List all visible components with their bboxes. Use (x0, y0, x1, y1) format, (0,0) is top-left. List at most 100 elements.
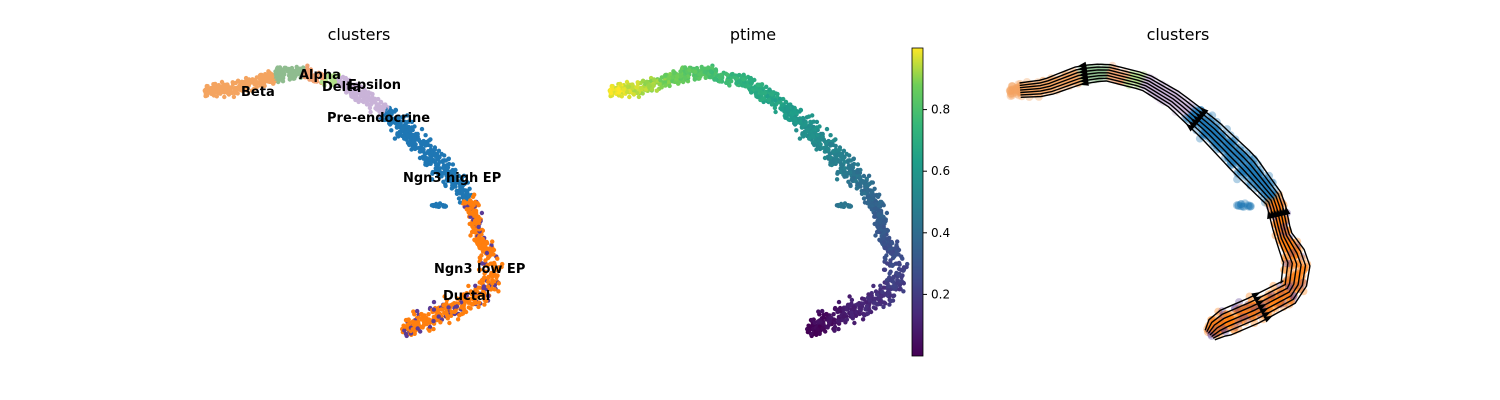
cell-point-ptime (683, 75, 688, 80)
cell-point-ptime (869, 180, 874, 185)
cell-point-faded (1210, 127, 1219, 136)
cell-point-ptime (812, 320, 817, 325)
cell-point-ptime (834, 203, 840, 208)
cell-point-faded (1233, 168, 1242, 177)
cell-point-ptime (851, 305, 856, 310)
cell-point (473, 199, 478, 205)
cell-point-faded (1300, 265, 1308, 274)
cell-point (484, 250, 490, 256)
cell-point-faded (1192, 126, 1201, 135)
colorbar-ticks: 0.2 0.4 0.6 0.8 (923, 103, 950, 301)
cell-point-ptime (878, 208, 884, 214)
cell-point (427, 157, 433, 162)
cell-point-ptime (609, 83, 614, 89)
cell-point-faded (1005, 86, 1014, 95)
cell-point (368, 98, 373, 103)
cell-point-ptime (678, 69, 683, 74)
cell-point (444, 313, 450, 318)
cell-point-ptime (773, 109, 778, 115)
cell-point-faded (1284, 244, 1293, 253)
cell-point (258, 83, 263, 88)
cell-point (477, 267, 483, 272)
cell-point-ptime (855, 302, 860, 307)
cell-point (418, 329, 423, 334)
cell-point-ptime (884, 278, 890, 283)
cell-point-faded (1185, 115, 1194, 124)
cell-point (211, 86, 216, 92)
cell-point-faded (1257, 176, 1265, 185)
cell-point (262, 83, 267, 89)
cell-point-ptime (876, 212, 881, 217)
cell-point-ptime (618, 81, 623, 87)
cell-point-ptime (874, 201, 879, 207)
cell-point-ptime (762, 90, 767, 96)
cell-point-ptime (852, 320, 857, 326)
cell-point (492, 287, 497, 292)
cell-point (297, 70, 302, 75)
cell-point-ptime (627, 94, 632, 100)
cell-point-faded (1263, 185, 1272, 194)
cell-point-ptime (836, 318, 841, 324)
cell-point (427, 328, 432, 333)
cell-point-ptime (842, 174, 847, 179)
cell-point-faded (1212, 330, 1221, 339)
cell-point-ptime (889, 250, 895, 256)
cell-point (481, 284, 487, 289)
cell-point-faded (1232, 201, 1241, 210)
cell-point (389, 128, 394, 133)
cell-point-ptime (770, 101, 775, 106)
cell-point-ptime (839, 162, 844, 168)
cluster-label-delta: Delta (322, 80, 361, 95)
cell-point-ptime (681, 79, 686, 85)
cell-point (430, 169, 435, 175)
cell-point-ptime (901, 281, 906, 286)
cell-point-ptime (845, 159, 850, 165)
cell-point-ptime (870, 189, 875, 194)
cell-point (343, 75, 348, 81)
cell-point (324, 72, 329, 77)
cell-point (336, 77, 341, 82)
cell-point (431, 158, 436, 163)
cell-point-ptime (813, 127, 818, 132)
cell-point-ptime (621, 87, 626, 92)
cell-point (482, 243, 488, 248)
cell-point (479, 253, 484, 258)
cell-point-ptime (675, 74, 680, 79)
cell-point-ptime (873, 221, 879, 226)
cell-point-ptime (713, 68, 719, 73)
cell-point-ptime (639, 85, 644, 91)
cell-point (361, 97, 367, 103)
cell-point (331, 79, 336, 84)
cell-point-faded (1011, 88, 1020, 96)
cell-point (254, 85, 259, 90)
cell-point (431, 318, 436, 324)
cell-point-ptime (842, 166, 848, 171)
cell-point (459, 183, 464, 188)
panel-clusters-stream: clusters (1005, 25, 1312, 341)
cell-point-ptime (848, 170, 853, 175)
cell-point-faded (1167, 100, 1176, 109)
cell-point (424, 142, 430, 147)
cell-point (434, 154, 439, 160)
cell-point-faded (1254, 173, 1263, 182)
cell-point (225, 86, 230, 91)
cell-point-ptime (865, 189, 870, 194)
cell-point (448, 313, 454, 318)
cluster-labels: Beta Alpha Delta Epsilon Pre-endocrine N… (241, 68, 525, 304)
cell-point (490, 239, 495, 244)
cell-point-ptime (749, 90, 754, 95)
cell-point-ptime (815, 327, 820, 332)
cell-point-ptime (806, 323, 811, 328)
cell-point-ptime (808, 119, 813, 125)
cell-point-ptime (879, 294, 884, 299)
cell-point-faded (1159, 94, 1168, 103)
cell-point-ptime (881, 203, 886, 208)
cell-point-ptime (693, 69, 698, 75)
cell-point (432, 147, 437, 152)
cell-point-ptime (755, 82, 760, 87)
colorbar-tick-label: 0.4 (931, 226, 950, 240)
cell-point-ptime (815, 145, 821, 150)
cell-point (478, 257, 483, 262)
cell-point-ptime (828, 133, 833, 138)
ptime-scatter (607, 63, 910, 339)
